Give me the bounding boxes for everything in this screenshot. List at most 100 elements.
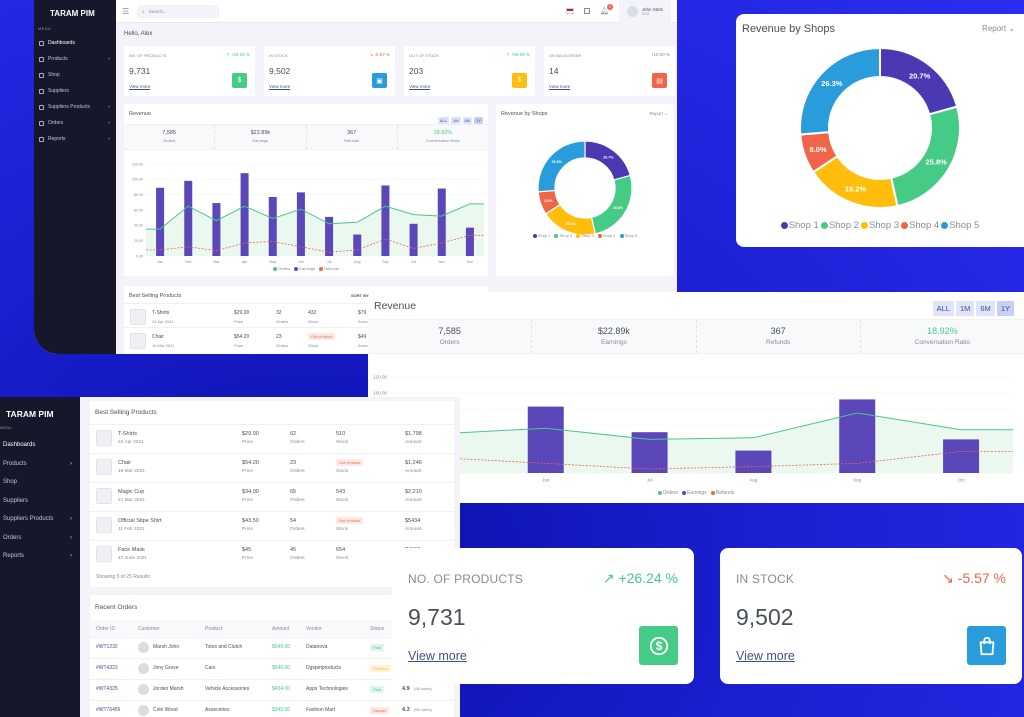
product-date: 19 Mar 2021 <box>152 343 175 348</box>
view-more-link[interactable]: View more <box>408 649 467 663</box>
legend-item[interactable]: Shop 1 <box>780 220 819 231</box>
sidebar-item-suppliers-products[interactable]: Suppliers Products › <box>0 510 80 529</box>
column-header[interactable]: Product <box>205 626 223 632</box>
sidebar-item-reports[interactable]: Reports › <box>0 547 80 566</box>
legend-label: Orders <box>662 490 678 496</box>
legend-item[interactable]: Orders <box>273 266 290 271</box>
view-more-link[interactable]: View more <box>269 84 291 89</box>
column-header[interactable]: Customer <box>138 626 160 632</box>
fullscreen-icon[interactable] <box>583 8 590 14</box>
legend-dot <box>901 221 909 229</box>
legend-item[interactable]: Shop 5 <box>619 233 637 238</box>
range-1y[interactable]: 1Y <box>996 301 1014 316</box>
view-more-link[interactable]: View more <box>129 84 151 89</box>
order-id-link[interactable]: #WT4323 <box>96 665 118 671</box>
range-1m[interactable]: 1M <box>450 117 461 124</box>
cell-price-label: Price <box>242 440 253 445</box>
x-tick-label: Aug <box>354 260 360 264</box>
sidebar-item-suppliers[interactable]: Suppliers <box>34 83 116 99</box>
order-row[interactable]: #WT1232 Marsh John Totes and Clutch $546.00… <box>90 637 454 658</box>
sidebar-item-orders[interactable]: Orders › <box>34 115 116 131</box>
range-all[interactable]: ALL <box>437 117 449 124</box>
sidebar-item-dashboards[interactable]: Dashboards <box>0 436 80 455</box>
column-header[interactable]: Status <box>370 626 385 632</box>
table-row[interactable]: Chair 19 Mar 2021 $54.20 Price 23 Orders Out o… <box>90 453 454 482</box>
column-header[interactable]: Vendor <box>306 626 322 632</box>
legend-item[interactable]: Shop 3 <box>576 233 594 238</box>
legend-item[interactable]: Shop 3 <box>860 220 899 231</box>
view-more-link[interactable]: View more <box>736 649 795 663</box>
view-more-link[interactable]: View more <box>409 84 431 89</box>
order-row[interactable]: #WT4325 Jorden Marsh Vehicle Accessories $4… <box>90 679 454 700</box>
product-thumbnail <box>130 309 146 325</box>
range-6m[interactable]: 6M <box>976 301 995 316</box>
table-row[interactable]: Official Stipe Shirt 11 Feb 2021 $43.50 Pri… <box>90 511 454 540</box>
legend-item[interactable]: Shop 4 <box>901 220 939 231</box>
table-row[interactable]: Chair 19 Mar 2021 $54.20 Price 23 Orders Out o… <box>124 327 488 351</box>
sidebar-item-suppliers[interactable]: Suppliers <box>0 492 80 511</box>
report-dropdown-zoom[interactable]: Report ⌄ <box>982 24 1015 33</box>
report-dropdown[interactable]: Report ⌄ <box>649 111 668 116</box>
legend-item[interactable]: Shop 2 <box>820 220 859 231</box>
legend-item[interactable]: Refunds <box>710 490 734 496</box>
stat-earnings: $22.89k Earnings <box>215 125 307 149</box>
sort-by-dropdown[interactable]: SORT BY <box>351 293 369 298</box>
menu-item-icon <box>39 72 44 78</box>
range-6m[interactable]: 6M <box>462 117 473 124</box>
search-input[interactable]: ⌕ Search... <box>137 4 220 18</box>
kpi-change: ↘ -5.57 % <box>942 570 1006 586</box>
legend-item[interactable]: Shop 5 <box>941 220 979 231</box>
flag-icon[interactable] <box>565 8 574 14</box>
sidebar-item-orders[interactable]: Orders › <box>0 529 80 548</box>
cell-price-label: Price <box>242 469 253 474</box>
sidebar-item-dashboards[interactable]: Dashboards <box>34 35 116 51</box>
sidebar-item-suppliers-products[interactable]: Suppliers Products › <box>34 99 116 115</box>
orders-area <box>146 203 484 256</box>
legend-dot <box>710 490 715 495</box>
order-row[interactable]: #WT4323 Jony Grove Cars $546.00 Dgspetproduc… <box>90 658 454 679</box>
legend-item[interactable]: Refunds <box>319 266 339 271</box>
column-header[interactable]: Order ID <box>96 626 116 632</box>
cell-price: $29.00 <box>234 310 250 316</box>
product-name: Face Mask <box>118 547 145 553</box>
legend-item[interactable]: Shop 1 <box>532 233 550 238</box>
sidebar-item-shop[interactable]: Shop <box>34 67 116 83</box>
stat-label: Orders <box>439 339 460 346</box>
menu-heading: MENU <box>38 26 51 31</box>
table-row[interactable]: T-Shirts 24 Apr 2021 $29.00 Price 62 Orders 51… <box>90 424 454 453</box>
avatar <box>138 642 149 653</box>
report-label: Report <box>982 24 1007 33</box>
order-row[interactable]: #WT76456 Cole Wood Asseceries $345.00 Fashio… <box>90 700 454 717</box>
sidebar-item-products[interactable]: Products › <box>34 51 116 67</box>
donut-slice <box>584 140 632 181</box>
user-menu[interactable]: John Stirts CEO <box>618 0 671 23</box>
range-1y[interactable]: 1Y <box>474 117 483 124</box>
legend-item[interactable]: Orders <box>657 490 678 496</box>
table-row[interactable]: T-Shirts 24 Apr 2021 $29.00 Price 32 Orders 43… <box>124 303 488 327</box>
legend-item[interactable]: Earnings <box>294 266 315 271</box>
sidebar-item-products[interactable]: Products › <box>0 455 80 474</box>
range-1m[interactable]: 1M <box>955 301 975 316</box>
product-date: 17 June 2021 <box>118 556 148 561</box>
legend-item[interactable]: Earnings <box>681 490 707 496</box>
order-id-link[interactable]: #WT4325 <box>96 686 118 692</box>
sidebar-item-reports[interactable]: Reports › <box>34 131 116 147</box>
sidebar-item-shop[interactable]: Shop <box>0 473 80 492</box>
bell-icon[interactable]: 🔔︎ 3 <box>600 4 613 15</box>
table-row[interactable]: Magic Cup 21 Mar 2021 $34.00 Price 65 Orders 5… <box>90 482 454 511</box>
x-tick-label: Oct <box>958 478 966 483</box>
range-all[interactable]: ALL <box>932 301 954 316</box>
column-header[interactable]: Amount <box>272 626 290 632</box>
product-date: 21 Mar 2021 <box>118 498 145 503</box>
legend-label: Shop 3 <box>581 233 594 238</box>
chevron-right-icon: › <box>70 534 72 541</box>
legend-item[interactable]: Shop 4 <box>597 233 616 238</box>
kpi-value: 9,502 <box>736 604 794 630</box>
kpi-card: IN STOCK ↘ -5.57 % 9,502 View more ▣ <box>264 46 395 96</box>
legend-item[interactable]: Shop 2 <box>554 233 572 238</box>
order-id-link[interactable]: #WT1232 <box>96 644 118 650</box>
hamburger-icon[interactable]: ☰ <box>122 6 130 16</box>
order-id-link[interactable]: #WT76456 <box>96 707 121 713</box>
view-more-link[interactable]: View more <box>549 84 571 89</box>
cell-amount: $2,210 <box>405 489 422 495</box>
